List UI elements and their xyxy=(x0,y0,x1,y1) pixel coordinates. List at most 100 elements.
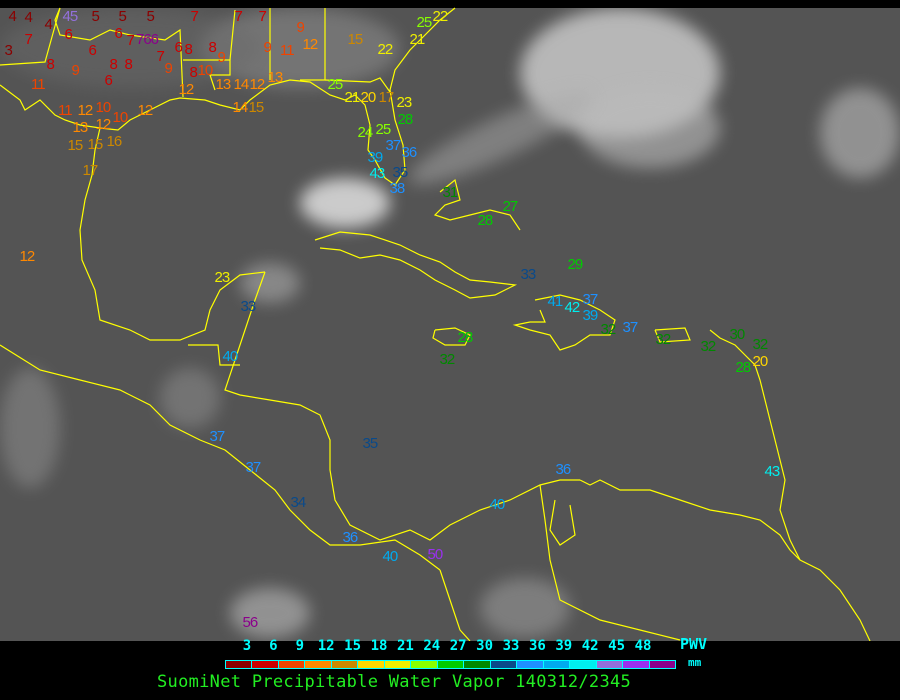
station-pwv-value: 35 xyxy=(392,164,409,181)
station-pwv-value: 32 xyxy=(439,351,456,368)
cloud xyxy=(0,368,60,488)
station-pwv-value: 6 xyxy=(174,39,183,56)
cloud xyxy=(160,368,220,428)
station-pwv-value: 21 xyxy=(344,89,361,106)
station-pwv-value: 8 xyxy=(189,64,198,81)
station-pwv-value: 41 xyxy=(547,293,564,310)
station-pwv-value: 28 xyxy=(735,359,752,376)
station-pwv-value: 25 xyxy=(375,121,392,138)
station-pwv-value: 25 xyxy=(416,14,433,31)
station-pwv-value: 7 xyxy=(234,8,243,25)
legend-color-bar xyxy=(225,660,676,669)
legend-swatch xyxy=(623,661,650,668)
station-pwv-value: 17 xyxy=(378,89,395,106)
jamaica xyxy=(432,327,471,346)
station-pwv-value: 6 xyxy=(104,72,113,89)
station-pwv-value: 36 xyxy=(555,461,572,478)
station-pwv-value: 43 xyxy=(369,165,386,182)
station-pwv-value: 37 xyxy=(209,428,226,445)
station-pwv-value: 6 xyxy=(114,25,123,42)
cloud xyxy=(580,88,720,168)
guatemala-border xyxy=(188,344,240,366)
station-pwv-value: 28 xyxy=(457,329,474,346)
station-pwv-value: 33 xyxy=(520,266,537,283)
legend-swatch xyxy=(226,661,253,668)
station-pwv-value: 10 xyxy=(197,62,214,79)
station-pwv-value: 22 xyxy=(377,41,394,58)
station-pwv-value: 12 xyxy=(77,102,94,119)
station-pwv-value: 23 xyxy=(214,269,231,286)
station-pwv-value: 37 xyxy=(385,137,402,154)
station-pwv-value: 8 xyxy=(46,56,55,73)
lake-maracaibo xyxy=(549,499,576,546)
coastlines xyxy=(0,7,871,641)
station-pwv-value: 15 xyxy=(87,136,104,153)
station-pwv-value: 37 xyxy=(245,459,262,476)
station-pwv-value: 9 xyxy=(71,62,80,79)
station-pwv-value: 39 xyxy=(367,149,384,166)
station-pwv-value: 5 xyxy=(91,8,100,25)
station-pwv-value: 13 xyxy=(215,76,232,93)
legend-unit-label: PWV xyxy=(680,635,708,653)
legend-tick: 30 xyxy=(476,638,494,654)
station-pwv-value: 10 xyxy=(95,99,112,116)
state-border-1 xyxy=(0,7,61,66)
station-pwv-value: 25 xyxy=(327,76,344,93)
station-pwv-value: 31 xyxy=(442,184,459,201)
station-pwv-value: 12 xyxy=(178,81,195,98)
station-pwv-value: 30 xyxy=(729,326,746,343)
us-gulf-coast xyxy=(0,7,456,186)
legend-swatch xyxy=(596,661,624,668)
station-pwv-value: 21 xyxy=(409,31,426,48)
station-pwv-value: 40 xyxy=(382,548,399,565)
venezuela-coast xyxy=(579,479,871,641)
state-border-3 xyxy=(183,59,231,91)
puerto-rico xyxy=(654,327,691,343)
station-pwv-value: 14 xyxy=(233,76,250,93)
station-pwv-value: 8 xyxy=(208,39,217,56)
station-pwv-value: 7 xyxy=(126,32,135,49)
legend-swatch xyxy=(252,661,279,668)
station-pwv-value: 9 xyxy=(296,19,305,36)
legend-tick: 21 xyxy=(396,638,414,654)
station-pwv-value: 43 xyxy=(764,463,781,480)
station-pwv-value: 28 xyxy=(397,111,414,128)
station-pwv-value: 9 xyxy=(164,60,173,77)
legend-swatch xyxy=(331,661,359,668)
station-pwv-value: 6 xyxy=(64,26,73,43)
station-pwv-value: 45 xyxy=(62,8,79,25)
station-pwv-value: 33 xyxy=(240,298,257,315)
legend-swatch xyxy=(305,661,332,668)
map-title: SuomiNet Precipitable Water Vapor 140312… xyxy=(157,672,632,692)
station-pwv-value: 12 xyxy=(302,36,319,53)
legend-tick: 45 xyxy=(608,638,626,654)
station-pwv-value: 3 xyxy=(4,42,13,59)
legend-swatch xyxy=(411,661,438,668)
legend-tick: 18 xyxy=(370,638,388,654)
station-pwv-value: 12 xyxy=(19,248,36,265)
legend-swatch xyxy=(543,661,571,668)
legend-swatch xyxy=(384,661,412,668)
legend-unit: mm xyxy=(688,656,702,669)
station-pwv-value: 20 xyxy=(360,89,377,106)
station-pwv-value: 11 xyxy=(58,102,73,119)
station-pwv-value: 7 xyxy=(156,48,165,65)
legend-tick: 42 xyxy=(581,638,599,654)
station-pwv-value: 16 xyxy=(106,133,123,150)
legend-swatch xyxy=(358,661,385,668)
station-pwv-value: 11 xyxy=(280,42,295,59)
legend-swatch xyxy=(649,661,675,668)
legend-tick: 33 xyxy=(502,638,520,654)
legend-tick: 12 xyxy=(317,638,335,654)
station-pwv-value: 56 xyxy=(242,614,259,631)
hispaniola xyxy=(512,294,616,351)
station-pwv-value: 14 xyxy=(232,99,249,116)
station-pwv-value: 27 xyxy=(502,198,519,215)
station-pwv-value: 42 xyxy=(564,299,581,316)
station-pwv-value: 766 xyxy=(136,31,159,48)
state-border-7 xyxy=(324,77,391,93)
station-pwv-value: 12 xyxy=(137,102,154,119)
south-america-coast xyxy=(439,569,471,641)
station-pwv-value: 7 xyxy=(24,31,33,48)
